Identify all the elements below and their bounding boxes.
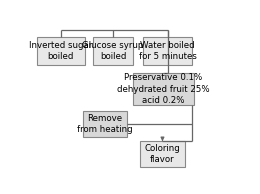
Text: Coloring
flavor: Coloring flavor <box>145 144 180 164</box>
Text: Preservative 0.1%
dehydrated fruit 25%
acid 0.2%: Preservative 0.1% dehydrated fruit 25% a… <box>117 73 210 105</box>
Text: Water boiled
for 5 minutes: Water boiled for 5 minutes <box>139 41 197 61</box>
FancyBboxPatch shape <box>93 37 133 65</box>
Text: Inverted sugar
boiled: Inverted sugar boiled <box>29 41 92 61</box>
Text: Glucose syrup
boiled: Glucose syrup boiled <box>82 41 144 61</box>
FancyBboxPatch shape <box>83 111 127 137</box>
FancyBboxPatch shape <box>133 73 194 106</box>
FancyBboxPatch shape <box>36 37 85 65</box>
Text: Remove
from heating: Remove from heating <box>77 114 133 134</box>
FancyBboxPatch shape <box>143 37 192 65</box>
FancyBboxPatch shape <box>140 141 185 167</box>
